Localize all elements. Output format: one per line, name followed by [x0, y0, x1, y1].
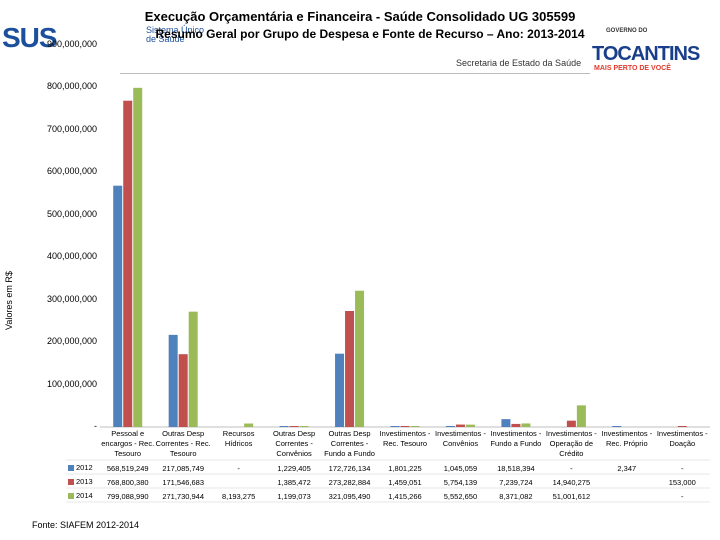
bar-2013-5	[400, 426, 410, 427]
table-cell: 153,000	[668, 478, 696, 487]
bar-2014-5	[410, 426, 420, 427]
bar-2014-1	[188, 311, 198, 427]
table-cell: 273,282,884	[328, 478, 371, 487]
category-label: Pessoal e encargos - Rec. Tesouro	[101, 429, 155, 458]
table-cell: 1,801,225	[388, 464, 422, 473]
table-cell: 321,095,490	[328, 492, 371, 501]
table-cell: 1,459,051	[388, 478, 422, 487]
legend-label: 2014	[76, 491, 93, 500]
table-cell: 171,546,683	[162, 478, 205, 487]
sus-logo: SUS	[2, 22, 58, 53]
bar-2012-3	[279, 426, 289, 427]
category-label: Investimentos - Rec. Próprio	[601, 429, 653, 448]
bar-2013-0	[123, 100, 133, 427]
table-cell: 51,001,612	[552, 492, 591, 501]
table-cell: 1,229,405	[277, 464, 311, 473]
legend-label: 2012	[76, 463, 93, 472]
y-tick-label: 200,000,000	[46, 336, 97, 347]
table-cell: 5,754,139	[443, 478, 478, 487]
bar-2014-7	[521, 423, 531, 427]
y-tick-label: 900,000,000	[46, 39, 97, 49]
y-tick-label: 400,000,000	[46, 251, 97, 262]
bar-2013-1	[178, 354, 188, 427]
bar-2014-4	[355, 290, 365, 427]
table-cell: 799,088,990	[106, 492, 149, 501]
bar-2012-0	[113, 185, 123, 427]
table-cell: 1,045,059	[443, 464, 478, 473]
table-cell: 2,347	[617, 464, 637, 473]
table-cell: 271,730,944	[162, 492, 205, 501]
table-cell: -	[681, 492, 684, 501]
gov-label: GOVERNO DO	[606, 28, 648, 34]
header-divider	[120, 73, 590, 74]
category-label: Recursos Hídricos	[222, 429, 255, 448]
category-label: Investimentos - Operação de Crédito	[545, 429, 597, 458]
bar-2014-8	[576, 405, 586, 427]
table-cell: 5,552,650	[443, 492, 478, 501]
table-cell: 14,940,275	[552, 478, 591, 487]
legend-swatch	[68, 493, 74, 500]
bar-2013-10	[677, 426, 687, 427]
bar-2014-2	[244, 423, 254, 427]
table-cell: 7,239,724	[499, 478, 533, 487]
y-tick-label: 500,000,000	[46, 208, 97, 219]
table-cell: 1,199,073	[277, 492, 311, 501]
table-cell: 217,085,749	[162, 464, 205, 473]
tocantins-slogan: MAIS PERTO DE VOCÊ	[594, 65, 671, 72]
bar-2012-6	[445, 426, 455, 427]
category-label: Investimentos - Doação	[656, 429, 708, 448]
table-cell: -	[237, 464, 240, 473]
y-tick-label: 300,000,000	[46, 293, 97, 304]
bar-2012-9	[612, 426, 622, 427]
table-cell: 568,519,249	[106, 464, 149, 473]
bar-2012-5	[390, 426, 400, 427]
table-cell: -	[681, 464, 684, 473]
y-tick-label: -	[94, 421, 97, 431]
y-tick-label: 700,000,000	[46, 123, 97, 134]
bar-2013-6	[455, 424, 465, 427]
bar-2013-8	[566, 420, 576, 427]
bar-2014-6	[465, 424, 475, 427]
bar-2014-3	[299, 426, 309, 427]
chart-title: Execução Orçamentária e Financeira - Saú…	[144, 9, 576, 24]
category-label: Investimentos - Rec. Tesouro	[379, 429, 431, 448]
bar-2013-3	[289, 426, 299, 427]
table-cell: 768,800,380	[106, 478, 149, 487]
chart-subtitle: Resumo Geral por Grupo de Despesa e Font…	[155, 27, 585, 41]
legend-swatch	[68, 479, 74, 486]
secretaria-label: Secretaria de Estado da Saúde	[456, 58, 582, 68]
bar-2014-0	[133, 87, 143, 427]
y-tick-label: 600,000,000	[46, 166, 97, 177]
table-row-label: 2014	[68, 491, 93, 500]
tocantins-logo: TOCANTINS	[592, 43, 700, 65]
category-label: Investimentos - Fundo a Fundo	[490, 429, 542, 448]
source-note: Fonte: SIAFEM 2012-2014	[32, 520, 140, 530]
legend-label: 2013	[76, 477, 93, 486]
table-cell: 1,415,266	[388, 492, 422, 501]
table-cell: 172,726,134	[328, 464, 371, 473]
table-cell: 8,371,082	[499, 492, 533, 501]
table-cell: 18,518,394	[497, 464, 535, 473]
category-label: Investimentos - Convênios	[435, 429, 486, 448]
category-label: Outras Desp Correntes - Rec. Tesouro	[155, 429, 211, 458]
table-row-label: 2012	[68, 463, 93, 472]
table-cell: 8,193,275	[221, 492, 256, 501]
category-label: Outras Desp Correntes - Fundo a Fundo	[324, 429, 375, 458]
table-cell: 1,385,472	[277, 478, 311, 487]
y-tick-label: 100,000,000	[46, 378, 97, 389]
bar-2012-4	[335, 353, 345, 427]
sus-logo-subtitle: Sistema Único de Saúde	[146, 25, 205, 44]
legend-swatch	[68, 465, 74, 472]
table-cell: -	[570, 464, 573, 473]
y-tick-label: 800,000,000	[46, 81, 97, 92]
bar-2012-1	[168, 334, 178, 427]
bar-2013-4	[345, 311, 355, 427]
category-label: Outras Desp Correntes - Convênios	[273, 429, 316, 458]
bar-2012-7	[501, 419, 511, 427]
bar-2013-7	[511, 423, 521, 427]
table-row-label: 2013	[68, 477, 93, 486]
